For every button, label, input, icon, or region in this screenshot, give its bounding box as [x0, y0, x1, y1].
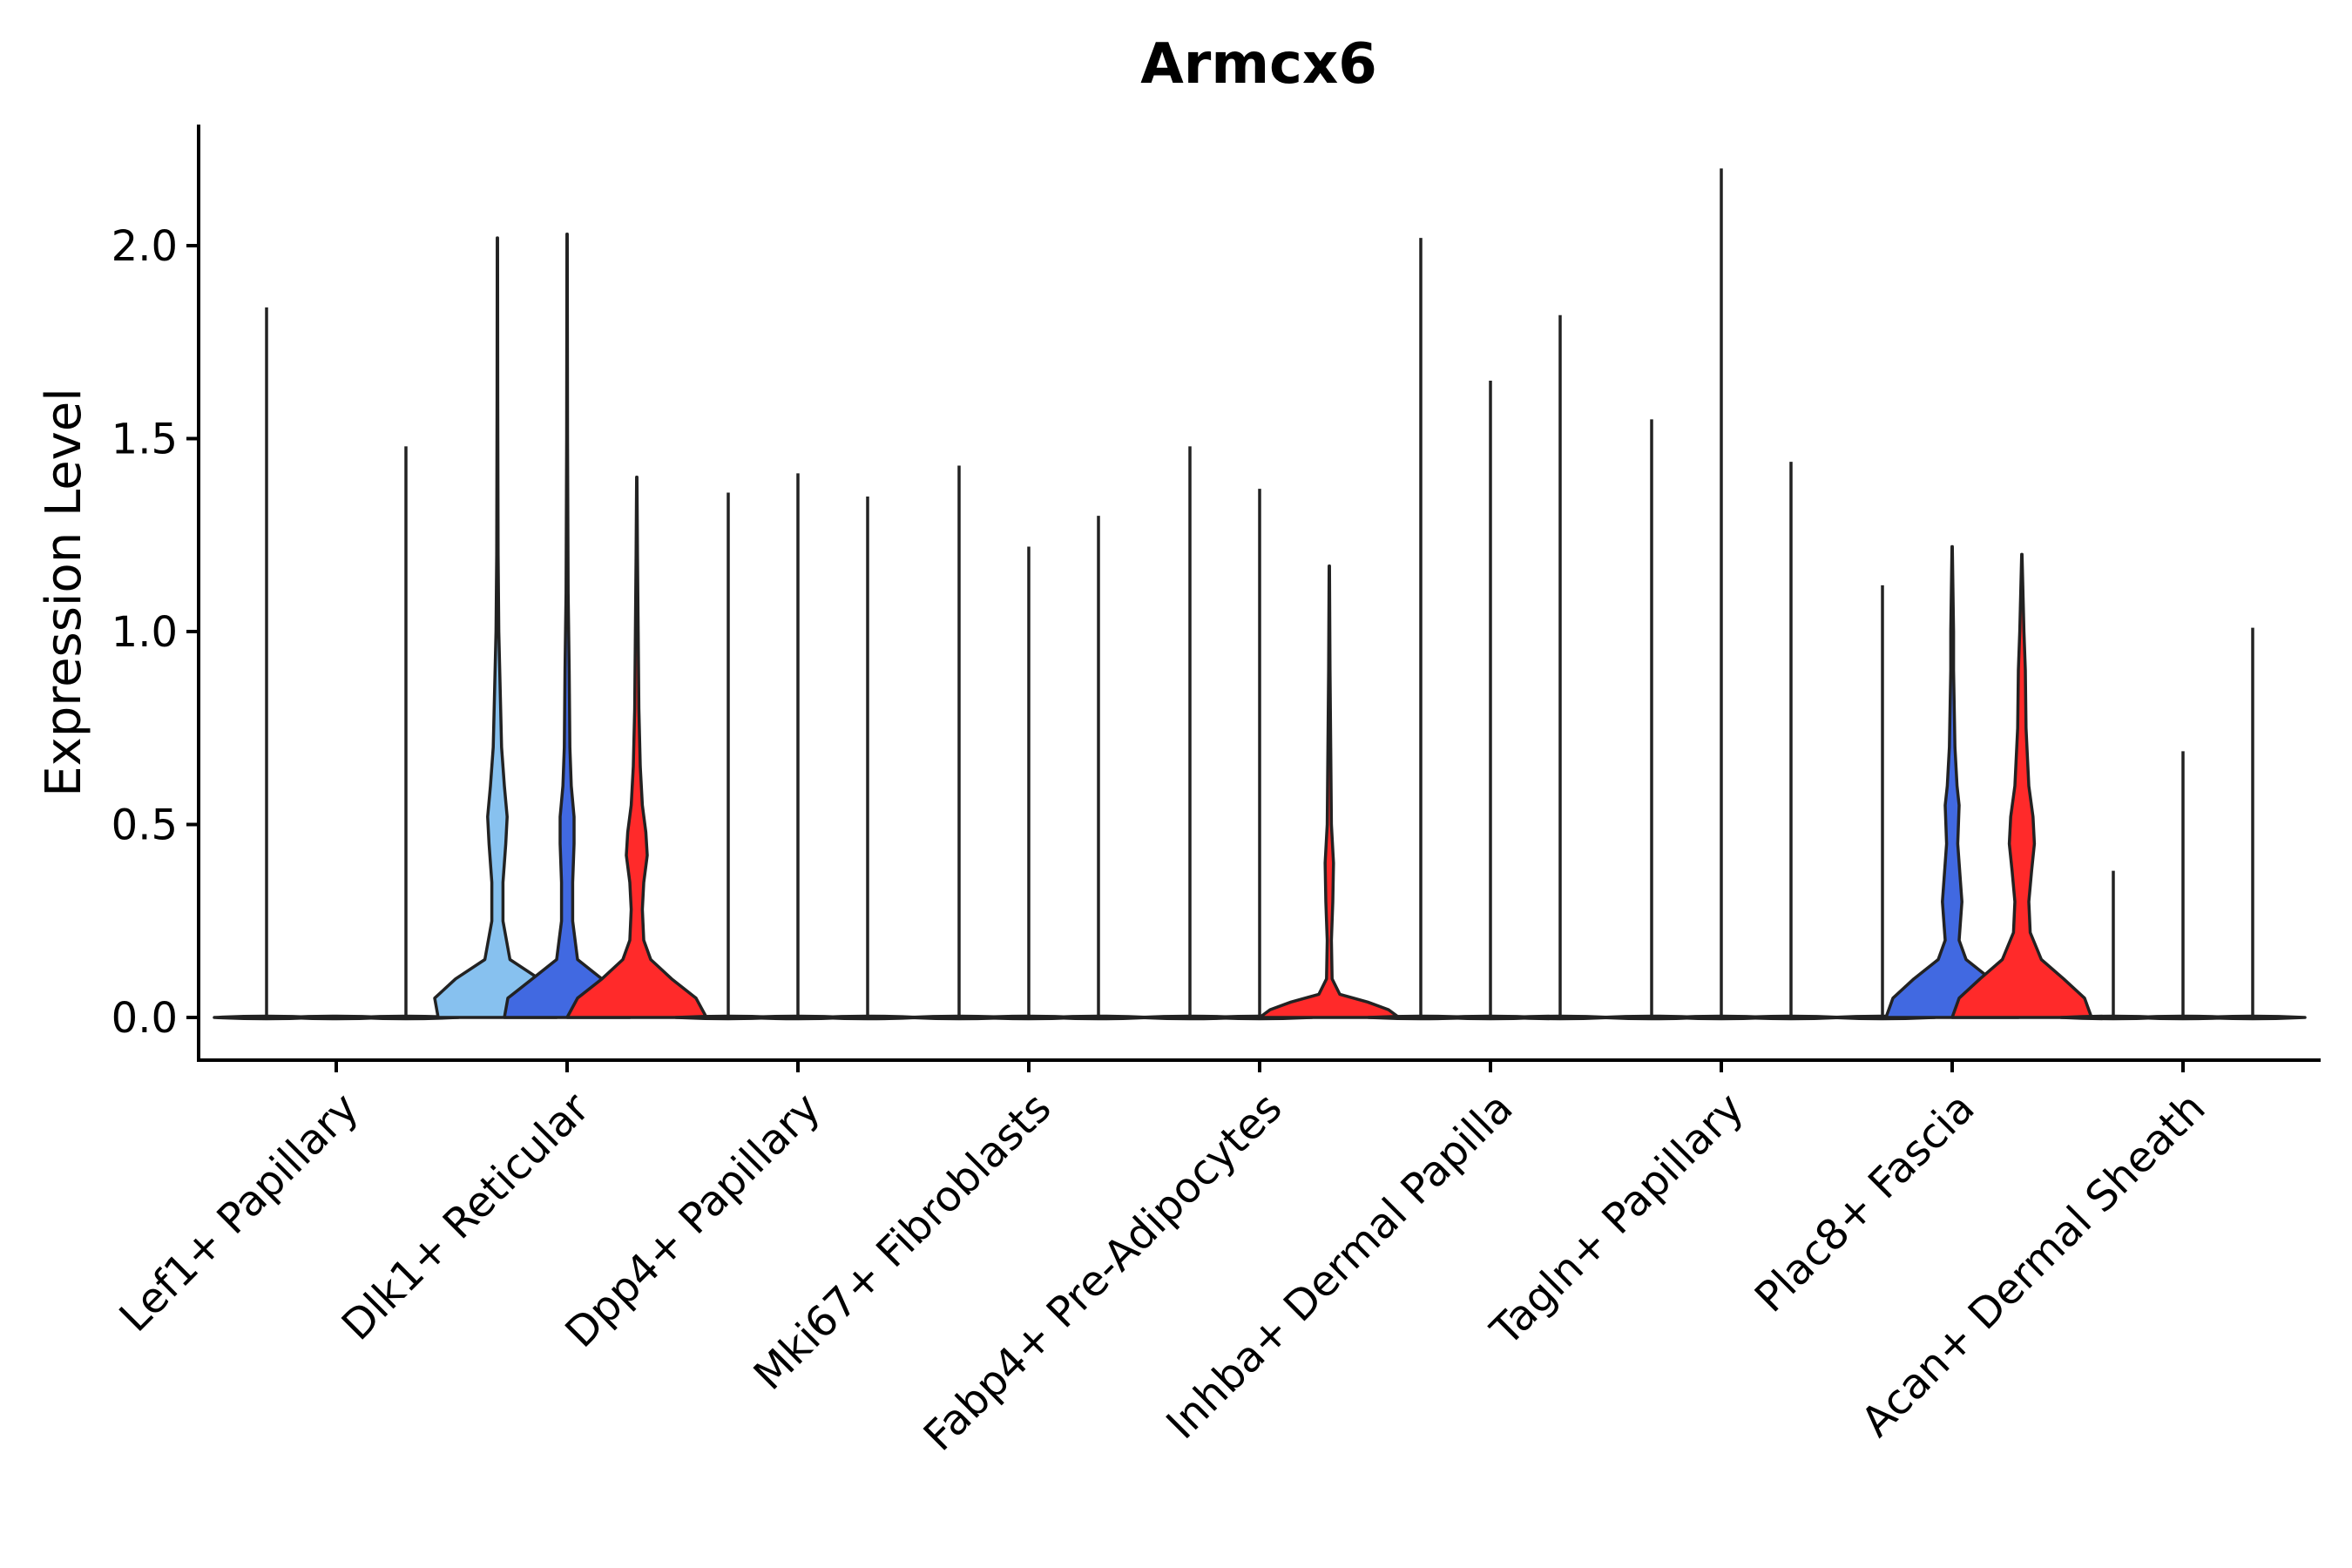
y-tick-label: 0.0 — [112, 994, 178, 1043]
violins-layer — [213, 168, 2307, 1021]
y-tick-label: 1.5 — [112, 416, 178, 464]
y-tick-label: 2.0 — [112, 222, 178, 271]
violin-group-1 — [433, 236, 562, 1019]
x-tick-label: Tagln+ Papillary — [1481, 1084, 1753, 1355]
y-tick-label: 1.0 — [112, 608, 178, 657]
x-tick-label: Dlk1+ Reticular — [333, 1084, 599, 1350]
violin-group-2 — [1884, 544, 2020, 1019]
violin-group-3 — [1950, 552, 2093, 1019]
x-tick-label: Dpp4+ Papillary — [556, 1084, 829, 1357]
violin-group-3 — [565, 476, 708, 1019]
violin-group-2 — [503, 232, 632, 1019]
violin-group-3 — [1258, 564, 1401, 1019]
chart-title: Armcx6 — [1140, 32, 1377, 97]
x-tick-label: Plac8+ Fascia — [1746, 1084, 1984, 1322]
y-ticks: 0.0 0.5 1.0 1.5 2.0 — [112, 222, 199, 1043]
x-tick-label: Lef1+ Papillary — [111, 1084, 368, 1342]
y-axis-label: Expression Level — [36, 388, 92, 797]
y-tick-label: 0.5 — [112, 801, 178, 850]
